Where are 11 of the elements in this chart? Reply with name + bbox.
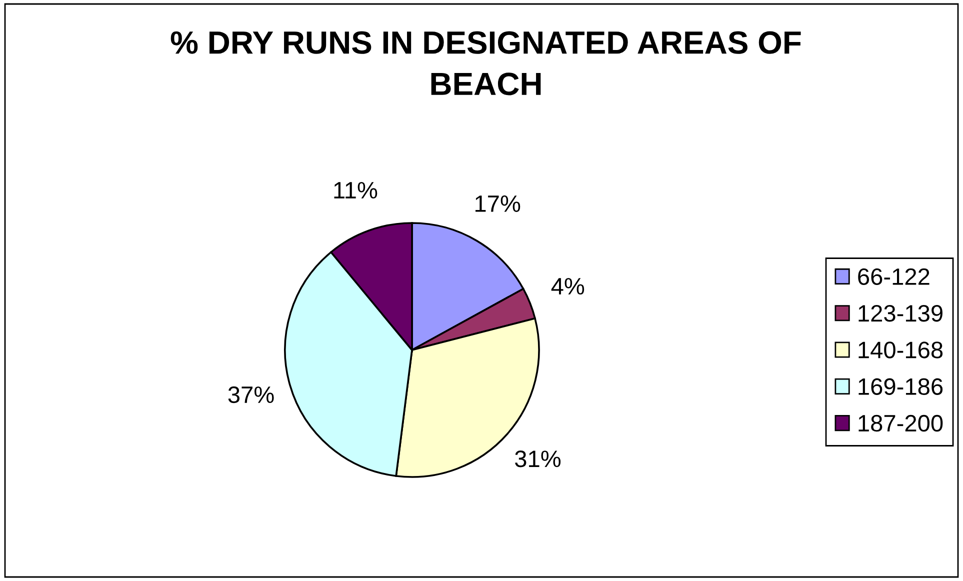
data-label: 37% (228, 386, 274, 404)
chart-title: % DRY RUNS IN DESIGNATED AREAS OF BEACH (170, 31, 801, 96)
legend-label: 66-122 (858, 268, 930, 286)
legend-label: 123-139 (858, 304, 942, 322)
legend-label: 187-200 (858, 414, 943, 432)
data-label: 11% (334, 182, 378, 199)
legend-label: 140-168 (858, 342, 943, 358)
data-label: 31% (515, 450, 561, 468)
data-label: 4% (551, 278, 584, 295)
data-label: 17% (476, 195, 520, 212)
legend-label: 169-186 (858, 378, 943, 395)
